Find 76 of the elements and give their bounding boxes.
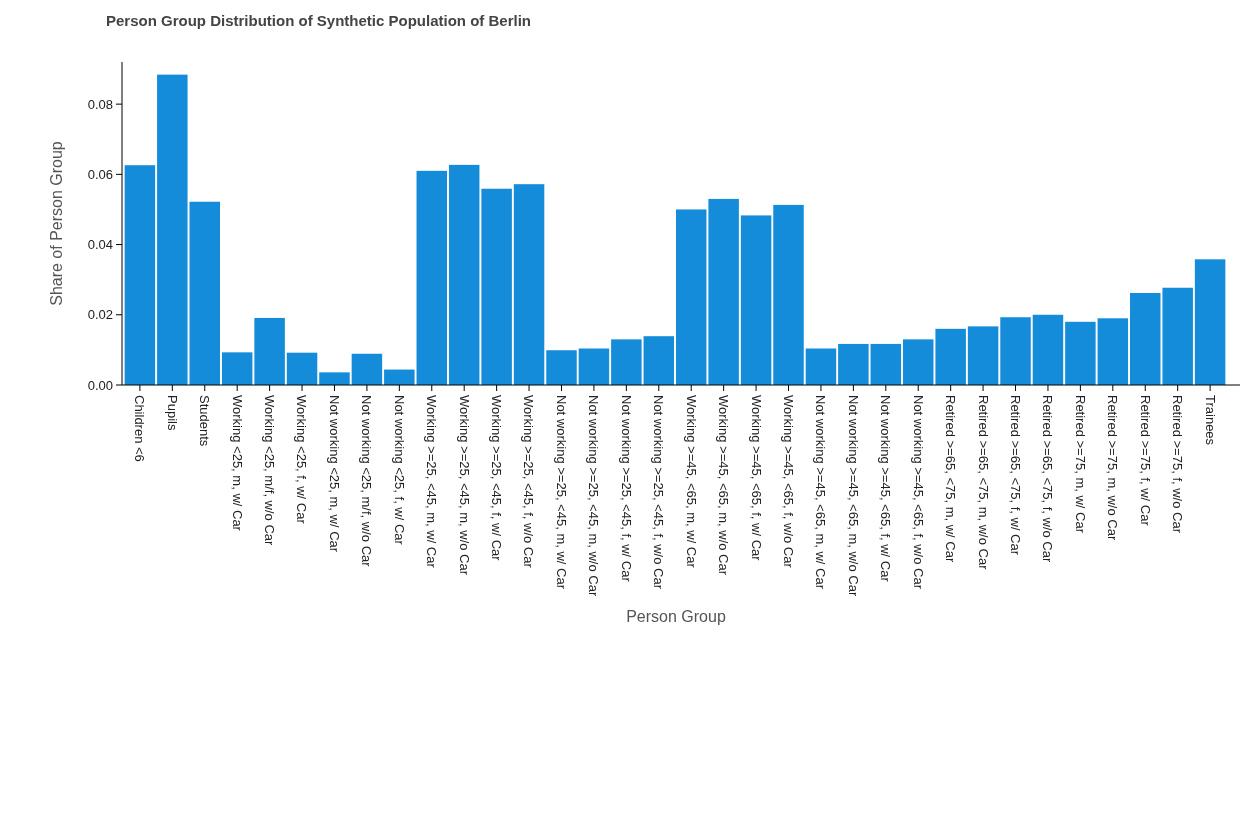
bar — [578, 348, 610, 385]
x-tick-label: Retired >=65, <75, m, w/ Car — [943, 395, 959, 563]
x-tick-label: Not working >=25, <45, m, w/o Car — [586, 395, 602, 597]
bar — [902, 339, 934, 385]
bar — [1097, 318, 1129, 385]
y-tick-label: 0.08 — [87, 96, 113, 112]
x-tick-label: Retired >=75, f, w/ Car — [1137, 395, 1153, 527]
bar — [384, 369, 415, 385]
bar — [740, 215, 772, 385]
bar — [481, 188, 512, 385]
bar — [157, 74, 188, 385]
x-tick-label: Not working >=45, <65, m, w/o Car — [845, 395, 861, 597]
x-tick-label: Not working >=45, <65, m, w/ Car — [813, 395, 829, 590]
bar — [643, 336, 675, 385]
x-tick-label: Not working <25, m/f, w/o Car — [359, 395, 375, 568]
bar — [124, 165, 156, 385]
bar — [1162, 287, 1193, 385]
bar — [773, 204, 804, 385]
bar — [675, 209, 707, 385]
bar — [286, 352, 318, 385]
x-tick-label: Working >=45, <65, m, w/ Car — [683, 395, 699, 569]
y-tick-label: 0.04 — [87, 237, 113, 253]
x-tick-label: Not working <25, f, w/ Car — [391, 395, 407, 546]
x-tick-label: Working >=45, <65, f, w/ Car — [748, 395, 764, 562]
bar — [1000, 317, 1031, 385]
bar — [870, 343, 902, 385]
x-tick-label: Working >=25, <45, f, w/ Car — [489, 395, 505, 562]
bar — [416, 170, 448, 385]
bar — [1065, 321, 1096, 385]
x-tick-label: Working >=25, <45, f, w/o Car — [521, 395, 537, 569]
x-tick-label: Retired >=75, m, w/ Car — [1072, 395, 1088, 534]
bar — [1130, 293, 1161, 385]
bar — [805, 348, 837, 385]
bar — [935, 328, 966, 385]
x-tick-label: Not working >=45, <65, f, w/o Car — [910, 395, 926, 590]
bar — [221, 352, 253, 385]
bar — [189, 201, 220, 385]
bar — [967, 326, 999, 385]
x-tick-label: Working <25, f, w/ Car — [294, 395, 310, 525]
x-tick-label: Trainees — [1202, 395, 1218, 446]
chart-title: Person Group Distribution of Synthetic Population of Berlin — [106, 12, 532, 29]
x-tick-label: Not working >=25, <45, f, w/ Car — [618, 395, 634, 583]
bar — [319, 372, 350, 385]
x-tick-label: Retired >=65, <75, f, w/ Car — [1007, 395, 1023, 556]
x-axis-title: Person Group — [626, 608, 726, 625]
x-tick-label: Not working >=25, <45, m, w/ Car — [553, 395, 569, 590]
bar — [254, 317, 285, 385]
x-tick-label: Working <25, m, w/ Car — [229, 395, 245, 532]
bar — [838, 343, 869, 385]
x-tick-label: Working >=45, <65, f, w/o Car — [780, 395, 796, 569]
bar — [513, 184, 545, 385]
x-tick-label: Working >=25, <45, m, w/ Car — [424, 395, 440, 569]
x-tick-label: Not working >=25, <45, f, w/o Car — [651, 395, 667, 590]
bar — [611, 339, 642, 385]
x-tick-label: Retired >=65, <75, m, w/o Car — [975, 395, 991, 571]
y-tick-label: 0.02 — [87, 307, 113, 323]
bar — [351, 353, 383, 385]
x-tick-label: Not working >=45, <65, f, w/ Car — [878, 395, 894, 583]
x-tick-label: Working >=45, <65, m, w/o Car — [716, 395, 732, 576]
bar — [546, 350, 577, 385]
bar — [708, 198, 739, 385]
x-tick-label: Working >=25, <45, m, w/o Car — [456, 395, 472, 576]
x-tick-label: Retired >=65, <75, f, w/o Car — [1040, 395, 1056, 563]
y-axis-title: Share of Person Group — [48, 141, 65, 306]
x-tick-label: Pupils — [164, 395, 180, 431]
x-tick-label: Children <6 — [132, 395, 148, 462]
x-tick-label: Students — [197, 395, 213, 447]
x-tick-label: Not working <25, m, w/ Car — [326, 395, 342, 553]
x-tick-label: Retired >=75, f, w/o Car — [1170, 395, 1186, 534]
y-tick-label: 0.06 — [87, 166, 113, 182]
bar — [448, 164, 480, 385]
bar — [1194, 259, 1226, 385]
y-tick-label: 0.00 — [87, 377, 113, 393]
x-tick-label: Working <25, m/f, w/o Car — [262, 395, 278, 547]
bar — [1032, 314, 1064, 385]
x-tick-label: Retired >=75, m, w/o Car — [1105, 395, 1121, 541]
